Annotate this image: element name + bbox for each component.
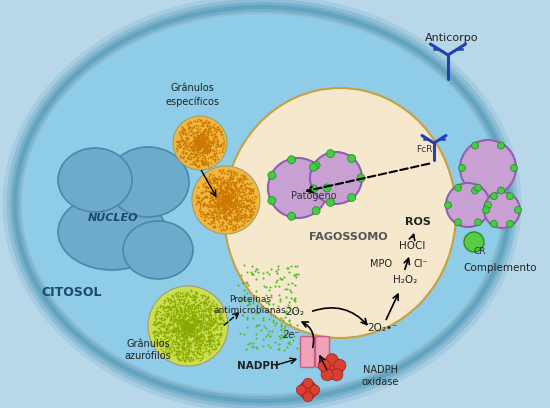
Circle shape [485,202,492,208]
Circle shape [148,286,228,366]
Circle shape [296,385,306,395]
Circle shape [464,232,484,252]
Text: FcR: FcR [416,146,432,155]
Text: HOCl: HOCl [399,241,425,251]
Circle shape [454,219,461,226]
Circle shape [192,166,260,234]
Circle shape [507,220,514,227]
Circle shape [268,171,276,180]
Circle shape [268,158,328,218]
Circle shape [348,193,356,202]
Text: Proteínas
antimicrobianas: Proteínas antimicrobianas [214,295,287,315]
FancyBboxPatch shape [300,337,315,368]
Text: NÚCLEO: NÚCLEO [87,213,138,223]
Circle shape [459,164,465,171]
Text: Anticorpo: Anticorpo [425,33,478,43]
Text: NADPH
oxidase: NADPH oxidase [361,365,399,387]
Circle shape [484,192,520,228]
Circle shape [348,155,356,162]
Circle shape [482,206,490,213]
Circle shape [510,164,518,171]
Circle shape [323,184,331,192]
Ellipse shape [123,221,193,279]
Text: Cl⁻: Cl⁻ [413,259,428,269]
Circle shape [444,202,452,208]
Circle shape [460,140,516,196]
Text: Complemento: Complemento [463,263,537,273]
Text: 2O₂: 2O₂ [285,307,305,317]
Circle shape [357,174,365,182]
Circle shape [471,187,478,194]
Circle shape [321,368,333,381]
Circle shape [454,184,461,191]
Circle shape [491,193,498,200]
Circle shape [312,207,320,215]
Text: Grânulos
específicos: Grânulos específicos [165,84,219,106]
Text: 2e⁻: 2e⁻ [283,330,301,340]
Circle shape [310,152,362,204]
Circle shape [475,219,481,226]
Circle shape [331,368,343,381]
Circle shape [326,354,338,366]
Circle shape [498,187,504,194]
Circle shape [327,198,334,206]
Circle shape [288,156,295,164]
Circle shape [471,142,478,149]
Circle shape [498,142,504,149]
Ellipse shape [58,194,166,270]
Circle shape [310,185,317,193]
Circle shape [514,206,521,213]
Ellipse shape [22,14,502,394]
Circle shape [312,161,320,169]
Circle shape [318,359,330,372]
Text: MPO: MPO [370,259,392,269]
Text: CITOSOL: CITOSOL [42,286,102,299]
Circle shape [446,183,490,227]
Ellipse shape [107,147,189,217]
Text: Patógeno: Patógeno [291,191,337,201]
Text: NADPH: NADPH [237,361,279,371]
Circle shape [327,150,334,157]
Circle shape [173,116,227,170]
Circle shape [491,220,498,227]
Circle shape [303,392,313,402]
Circle shape [288,212,295,220]
Circle shape [321,357,343,379]
Ellipse shape [58,148,132,212]
Text: FAGOSSOMO: FAGOSSOMO [309,232,387,242]
Circle shape [303,378,313,388]
Circle shape [268,197,276,204]
Circle shape [299,381,317,399]
Text: CR: CR [474,248,486,257]
Circle shape [310,385,320,395]
Text: ROS: ROS [405,217,431,227]
FancyBboxPatch shape [316,337,329,368]
Circle shape [334,359,346,372]
Text: H₂O₂: H₂O₂ [393,275,417,285]
Ellipse shape [224,88,456,338]
Circle shape [310,163,317,171]
Circle shape [507,193,514,200]
Text: 2O₂•⁻: 2O₂•⁻ [367,323,397,333]
Circle shape [475,184,481,191]
Text: Grânulos
azurófilos: Grânulos azurófilos [125,339,172,361]
